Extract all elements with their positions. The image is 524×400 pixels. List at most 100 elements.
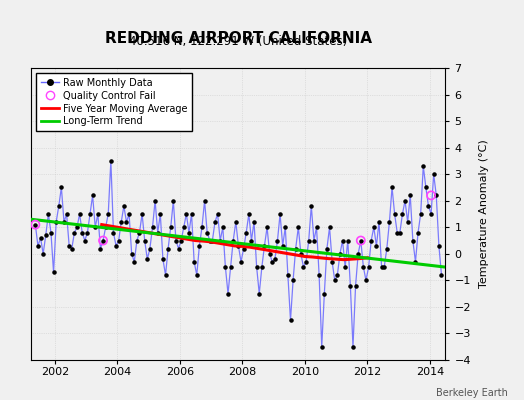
Point	[213, 211, 222, 217]
Point	[430, 171, 438, 177]
Point	[268, 258, 277, 265]
Point	[138, 211, 146, 217]
Point	[226, 264, 235, 270]
Point	[232, 219, 240, 225]
Point	[198, 224, 206, 230]
Point	[346, 282, 355, 289]
Point	[44, 211, 52, 217]
Point	[367, 237, 375, 244]
Point	[403, 219, 412, 225]
Point	[369, 224, 378, 230]
Point	[406, 192, 414, 199]
Point	[274, 237, 282, 244]
Point	[253, 264, 261, 270]
Point	[328, 258, 336, 265]
Point	[438, 272, 446, 278]
Point	[336, 251, 344, 257]
Point	[352, 282, 360, 289]
Point	[393, 229, 401, 236]
Point	[180, 224, 188, 230]
Point	[75, 211, 84, 217]
Point	[156, 211, 165, 217]
Point	[312, 224, 321, 230]
Point	[398, 211, 407, 217]
Point	[242, 229, 250, 236]
Point	[339, 237, 347, 244]
Point	[169, 198, 178, 204]
Point	[362, 277, 370, 284]
Point	[245, 211, 253, 217]
Point	[91, 224, 100, 230]
Point	[401, 198, 409, 204]
Point	[359, 264, 367, 270]
Point	[239, 245, 248, 252]
Point	[133, 237, 141, 244]
Point	[216, 237, 224, 244]
Point	[31, 222, 39, 228]
Point	[107, 158, 115, 164]
Point	[372, 243, 380, 249]
Point	[36, 235, 45, 241]
Point	[318, 344, 326, 350]
Point	[148, 224, 157, 230]
Point	[117, 219, 125, 225]
Point	[49, 269, 58, 276]
Point	[388, 184, 396, 191]
Point	[304, 237, 313, 244]
Point	[68, 245, 76, 252]
Point	[193, 272, 201, 278]
Y-axis label: Temperature Anomaly (°C): Temperature Anomaly (°C)	[479, 140, 489, 288]
Point	[234, 243, 243, 249]
Point	[47, 229, 55, 236]
Point	[276, 211, 284, 217]
Point	[86, 211, 94, 217]
Point	[307, 203, 315, 209]
Point	[89, 192, 97, 199]
Legend: Raw Monthly Data, Quality Control Fail, Five Year Moving Average, Long-Term Tren: Raw Monthly Data, Quality Control Fail, …	[36, 73, 192, 131]
Point	[31, 222, 39, 228]
Point	[299, 264, 308, 270]
Point	[344, 237, 352, 244]
Point	[250, 219, 258, 225]
Point	[78, 229, 86, 236]
Point	[291, 245, 300, 252]
Point	[349, 344, 357, 350]
Point	[52, 219, 60, 225]
Point	[315, 272, 323, 278]
Point	[294, 224, 302, 230]
Point	[424, 203, 433, 209]
Point	[200, 198, 209, 204]
Point	[302, 258, 310, 265]
Point	[281, 224, 289, 230]
Point	[125, 211, 133, 217]
Point	[122, 219, 130, 225]
Point	[62, 211, 71, 217]
Point	[432, 192, 441, 199]
Point	[289, 277, 297, 284]
Text: Berkeley Earth: Berkeley Earth	[436, 388, 508, 398]
Point	[110, 229, 118, 236]
Point	[167, 224, 175, 230]
Point	[237, 258, 245, 265]
Point	[221, 264, 230, 270]
Point	[266, 251, 274, 257]
Point	[83, 229, 92, 236]
Point	[34, 243, 42, 249]
Point	[385, 219, 394, 225]
Point	[357, 237, 365, 244]
Point	[286, 317, 294, 323]
Point	[396, 229, 404, 236]
Point	[323, 245, 331, 252]
Point	[205, 237, 214, 244]
Point	[260, 243, 269, 249]
Point	[354, 251, 363, 257]
Point	[333, 272, 342, 278]
Point	[143, 256, 151, 262]
Point	[283, 272, 292, 278]
Point	[127, 251, 136, 257]
Point	[135, 229, 144, 236]
Point	[377, 264, 386, 270]
Point	[188, 211, 196, 217]
Point	[112, 243, 120, 249]
Text: 40.516 N, 122.291 W (United States): 40.516 N, 122.291 W (United States)	[129, 34, 347, 48]
